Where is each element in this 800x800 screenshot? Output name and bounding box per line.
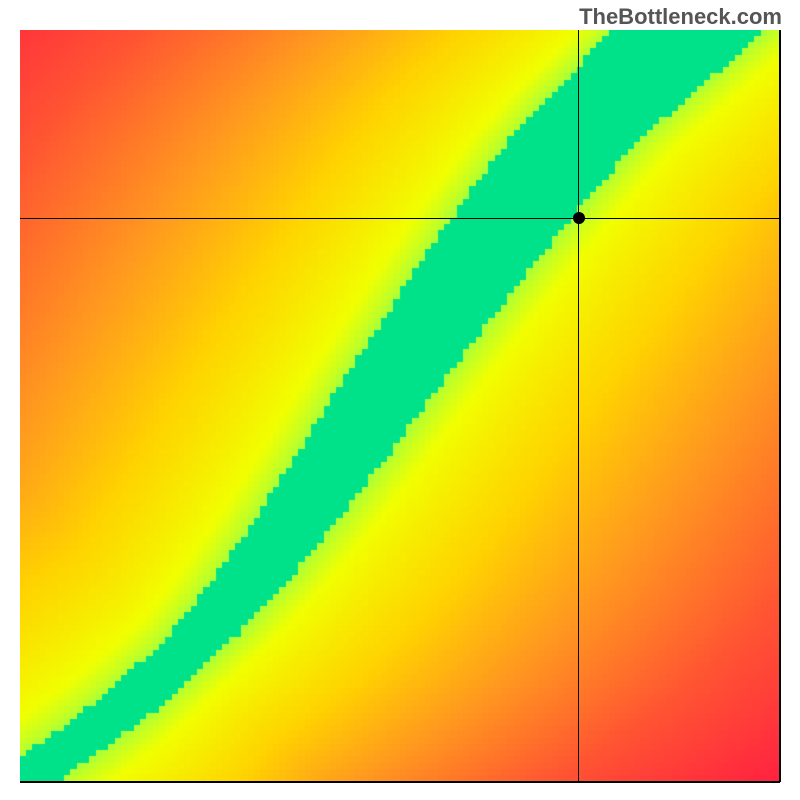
watermark-text: TheBottleneck.com [579,4,782,30]
x-axis-line [20,781,780,783]
selection-marker [573,212,585,224]
crosshair-horizontal [20,218,780,219]
crosshair-vertical [578,30,579,782]
bottleneck-heatmap [20,30,780,782]
y-axis-line [779,30,781,782]
